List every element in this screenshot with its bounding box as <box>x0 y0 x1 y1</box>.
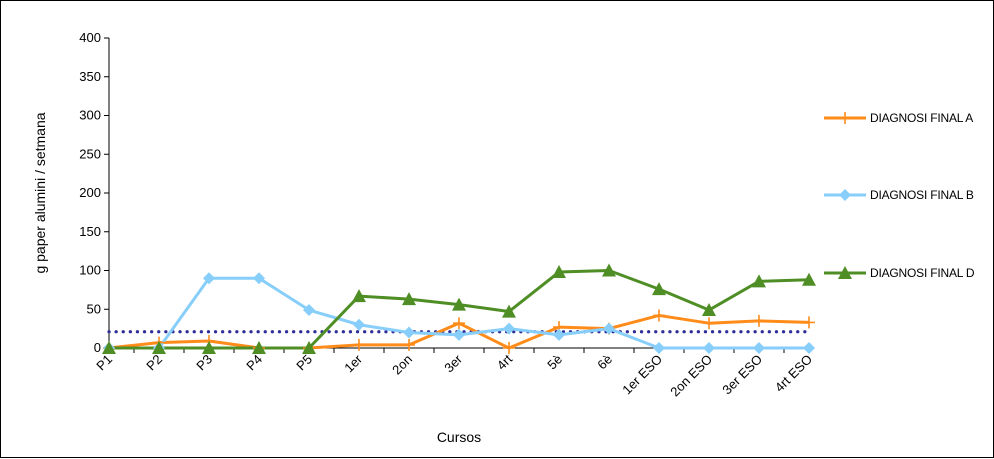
y-tick-label: 300 <box>79 108 101 123</box>
y-tick-label: 0 <box>94 340 101 355</box>
data-point-series-3 <box>402 292 416 306</box>
y-tick-label: 200 <box>79 185 101 200</box>
x-tick-label: P3 <box>193 352 215 374</box>
x-tick-label: 4rt <box>494 351 516 373</box>
data-point-series-3 <box>802 272 816 286</box>
data-point-series-3 <box>452 297 466 311</box>
data-point-series-2 <box>353 318 365 331</box>
data-point-series-3 <box>552 265 566 279</box>
data-point-series-3 <box>702 303 716 317</box>
y-tick-label: 50 <box>87 301 101 316</box>
data-point-series-2 <box>703 342 715 354</box>
x-tick-label: P4 <box>243 352 265 374</box>
data-point-series-2 <box>203 272 215 285</box>
x-axis-title: Cursos <box>437 429 481 445</box>
legend-marker-3 <box>838 266 852 279</box>
y-tick-label: 350 <box>79 69 101 84</box>
y-tick-label: 100 <box>79 263 101 278</box>
data-point-series-2 <box>653 342 665 354</box>
x-tick-label: 4rt ESO <box>772 352 815 395</box>
data-point-series-3 <box>502 304 516 318</box>
data-point-series-1 <box>453 317 465 330</box>
data-point-series-1 <box>803 316 815 329</box>
legend-label-2: DIAGNOSI FINAL B <box>870 188 974 202</box>
data-point-series-3 <box>252 341 266 354</box>
data-point-series-3 <box>302 341 316 354</box>
y-axis-title: g paper alumini / setmana <box>32 112 48 273</box>
data-point-series-2 <box>603 322 615 335</box>
data-point-series-2 <box>403 326 415 339</box>
data-point-series-2 <box>753 342 765 354</box>
data-point-series-2 <box>503 322 515 335</box>
data-point-series-2 <box>303 304 315 317</box>
y-tick-label: 400 <box>79 30 101 45</box>
legend-marker-1 <box>839 112 851 124</box>
data-point-series-2 <box>253 272 265 285</box>
x-tick-label: P2 <box>143 352 165 374</box>
x-tick-label: 2on ESO <box>667 352 715 400</box>
data-point-series-3 <box>752 274 766 288</box>
x-tick-label: 5è <box>544 352 565 373</box>
x-tick-label: P5 <box>293 352 315 374</box>
data-point-series-1 <box>503 342 515 354</box>
data-point-series-3 <box>602 263 616 277</box>
x-tick-label: 2on <box>389 352 415 378</box>
data-point-series-3 <box>652 282 666 296</box>
y-tick-label: 150 <box>79 224 101 239</box>
data-point-series-3 <box>352 289 366 303</box>
x-tick-label: 3er ESO <box>719 352 765 398</box>
data-point-series-3 <box>102 341 116 354</box>
data-point-series-1 <box>403 338 415 351</box>
legend-label-1: DIAGNOSI FINAL A <box>870 111 973 125</box>
data-point-series-3 <box>152 341 166 354</box>
legend-label-3: DIAGNOSI FINAL D <box>870 266 975 280</box>
x-tick-label: 1er <box>341 351 365 375</box>
data-point-series-2 <box>803 342 815 354</box>
data-point-series-1 <box>703 317 715 330</box>
data-point-series-1 <box>653 309 665 322</box>
y-tick-label: 250 <box>79 146 101 161</box>
data-point-series-2 <box>453 328 465 341</box>
legend-marker-2 <box>839 189 851 201</box>
data-point-series-2 <box>553 328 565 341</box>
data-point-series-1 <box>353 338 365 351</box>
x-tick-label: 3er <box>441 351 465 375</box>
x-tick-label: 6è <box>594 352 615 373</box>
data-point-series-1 <box>753 314 765 327</box>
data-point-series-3 <box>202 341 216 354</box>
x-tick-label: 1er ESO <box>619 352 665 398</box>
